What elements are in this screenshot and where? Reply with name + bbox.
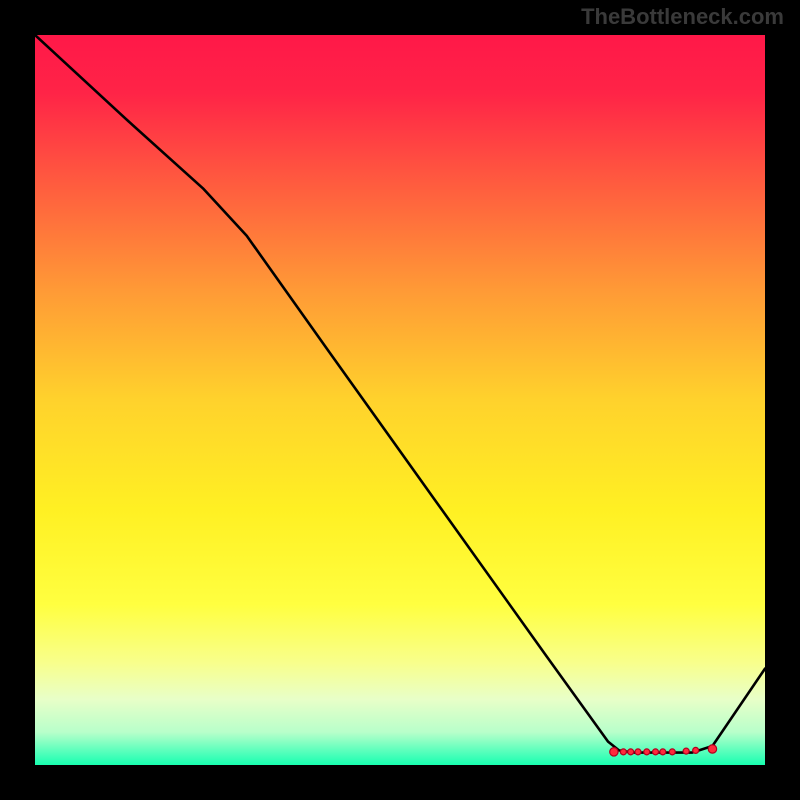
chart-background xyxy=(35,35,765,765)
scatter-point xyxy=(708,745,716,753)
watermark-text: TheBottleneck.com xyxy=(581,4,784,30)
scatter-point xyxy=(669,749,675,755)
scatter-point xyxy=(635,749,641,755)
chart-frame: TheBottleneck.com xyxy=(0,0,800,800)
scatter-point xyxy=(660,749,666,755)
scatter-point xyxy=(653,749,659,755)
scatter-point xyxy=(628,749,634,755)
scatter-point xyxy=(610,748,618,756)
chart-svg xyxy=(35,35,765,765)
scatter-point xyxy=(693,747,699,753)
plot-area xyxy=(35,35,765,765)
scatter-point xyxy=(620,749,626,755)
scatter-point xyxy=(683,748,689,754)
scatter-point xyxy=(644,749,650,755)
